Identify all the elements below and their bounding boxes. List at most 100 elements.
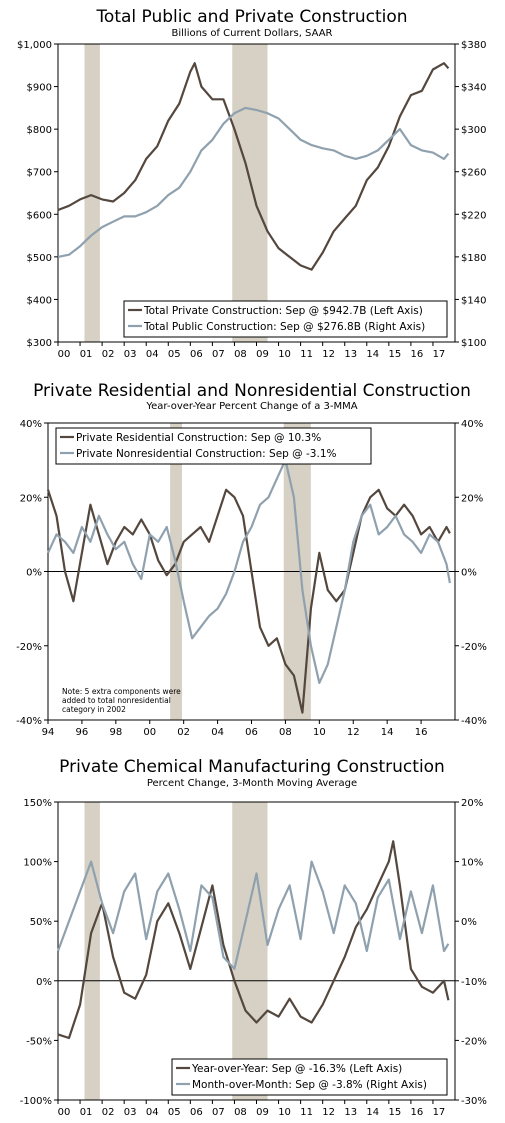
x-tick-label: 07 [212,1107,225,1118]
x-tick-label: 16 [415,727,428,738]
legend: Total Private Construction: Sep @ $942.7… [123,300,448,338]
chart-3: Private Chemical Manufacturing Construct… [20,757,487,1118]
left-tick-label: -40% [16,716,42,727]
x-tick-label: 14 [366,1107,379,1118]
left-tick-label: $900 [27,83,52,94]
series-line-2 [56,860,450,970]
left-tick-label: 150% [23,798,52,809]
right-tick-label: $100 [461,338,486,349]
x-tick-label: 06 [190,349,203,360]
left-tick-label: 20% [20,493,42,504]
x-tick-label: 17 [433,1107,446,1118]
x-tick-label: 09 [256,1107,269,1118]
x-tick-label: 00 [143,727,156,738]
right-tick-label: 0% [461,568,477,579]
x-tick-label: 09 [256,349,269,360]
x-tick-label: 15 [388,349,401,360]
x-tick-label: 05 [168,349,181,360]
right-tick-label: 20% [461,493,483,504]
x-tick-label: 00 [58,1107,71,1118]
x-tick-label: 02 [102,1107,115,1118]
chart-1: Total Public and Private ConstructionBil… [17,7,486,360]
left-tick-label: $800 [27,125,52,136]
left-tick-label: $500 [27,253,52,264]
series-line-1 [57,62,450,271]
chart-title: Total Public and Private Construction [95,7,407,27]
x-tick-label: 15 [388,1107,401,1118]
left-tick-label: -50% [26,1036,52,1047]
right-tick-label: $340 [461,83,486,94]
x-tick-label: 04 [211,727,224,738]
x-tick-label: 04 [146,349,159,360]
right-tick-label: 0% [461,917,477,928]
x-tick-label: 10 [278,1107,291,1118]
x-tick-label: 01 [80,349,93,360]
left-tick-label: $700 [27,168,52,179]
legend: Private Residential Construction: Sep @ … [55,427,372,465]
x-tick-label: 12 [322,349,335,360]
right-tick-label: -20% [461,1036,487,1047]
chart-subtitle: Year-over-Year Percent Change of a 3-MMA [145,401,357,412]
right-tick-label: $140 [461,295,486,306]
legend-box [55,427,372,465]
chart-title: Private Chemical Manufacturing Construct… [59,757,445,777]
chart-title: Private Residential and Nonresidential C… [33,381,471,401]
x-tick-label: 16 [411,1107,424,1118]
x-tick-label: 02 [102,349,115,360]
x-tick-label: 07 [212,349,225,360]
x-tick-label: 04 [146,1107,159,1118]
x-tick-label: 13 [344,1107,357,1118]
left-tick-label: $300 [27,338,52,349]
legend-entry: Total Private Construction: Sep @ $942.7… [143,305,423,317]
legend: Year-over-Year: Sep @ -16.3% (Left Axis)… [171,1058,448,1096]
x-tick-label: 01 [80,1107,93,1118]
x-tick-label: 14 [381,727,394,738]
recession-band [232,44,268,342]
recession-band [84,802,100,1100]
x-tick-label: 06 [190,1107,203,1118]
right-tick-label: 10% [461,858,483,869]
left-tick-label: $400 [27,295,52,306]
series-line-2 [47,459,451,684]
series-line-1 [57,840,450,1040]
x-tick-label: 03 [124,1107,137,1118]
x-tick-label: 03 [124,349,137,360]
right-tick-label: $260 [461,168,486,179]
right-tick-label: -30% [461,1096,487,1107]
footnote: Note: 5 extra components were added to to… [62,687,181,714]
chart-2: Private Residential and Nonresidential C… [16,381,487,738]
left-tick-label: 0% [36,977,52,988]
x-tick-label: 11 [300,349,313,360]
x-tick-label: 00 [58,349,71,360]
legend-entry: Total Public Construction: Sep @ $276.8B… [143,321,425,333]
left-tick-label: -20% [16,642,42,653]
x-tick-label: 94 [42,727,55,738]
x-tick-label: 16 [411,349,424,360]
x-tick-label: 08 [279,727,292,738]
right-tick-label: -40% [461,716,487,727]
x-tick-label: 02 [177,727,190,738]
x-tick-label: 17 [433,349,446,360]
x-tick-label: 10 [313,727,326,738]
left-tick-label: 50% [30,917,52,928]
series-line-1 [46,488,451,714]
x-tick-label: 12 [322,1107,335,1118]
x-tick-label: 11 [300,1107,313,1118]
legend-entry: Private Nonresidential Construction: Sep… [76,448,336,460]
left-tick-label: 100% [23,858,52,869]
series-line-2 [57,106,450,258]
legend-box [123,300,448,338]
left-tick-label: $1,000 [17,40,52,51]
right-tick-label: -20% [461,642,487,653]
right-tick-label: 20% [461,798,483,809]
left-tick-label: -100% [20,1096,52,1107]
x-tick-label: 13 [344,349,357,360]
chart-subtitle: Billions of Current Dollars, SAAR [172,28,333,39]
x-tick-label: 06 [245,727,258,738]
right-tick-label: 40% [461,419,483,430]
left-tick-label: 0% [26,568,42,579]
recession-band [84,44,100,342]
x-tick-label: 14 [366,349,379,360]
